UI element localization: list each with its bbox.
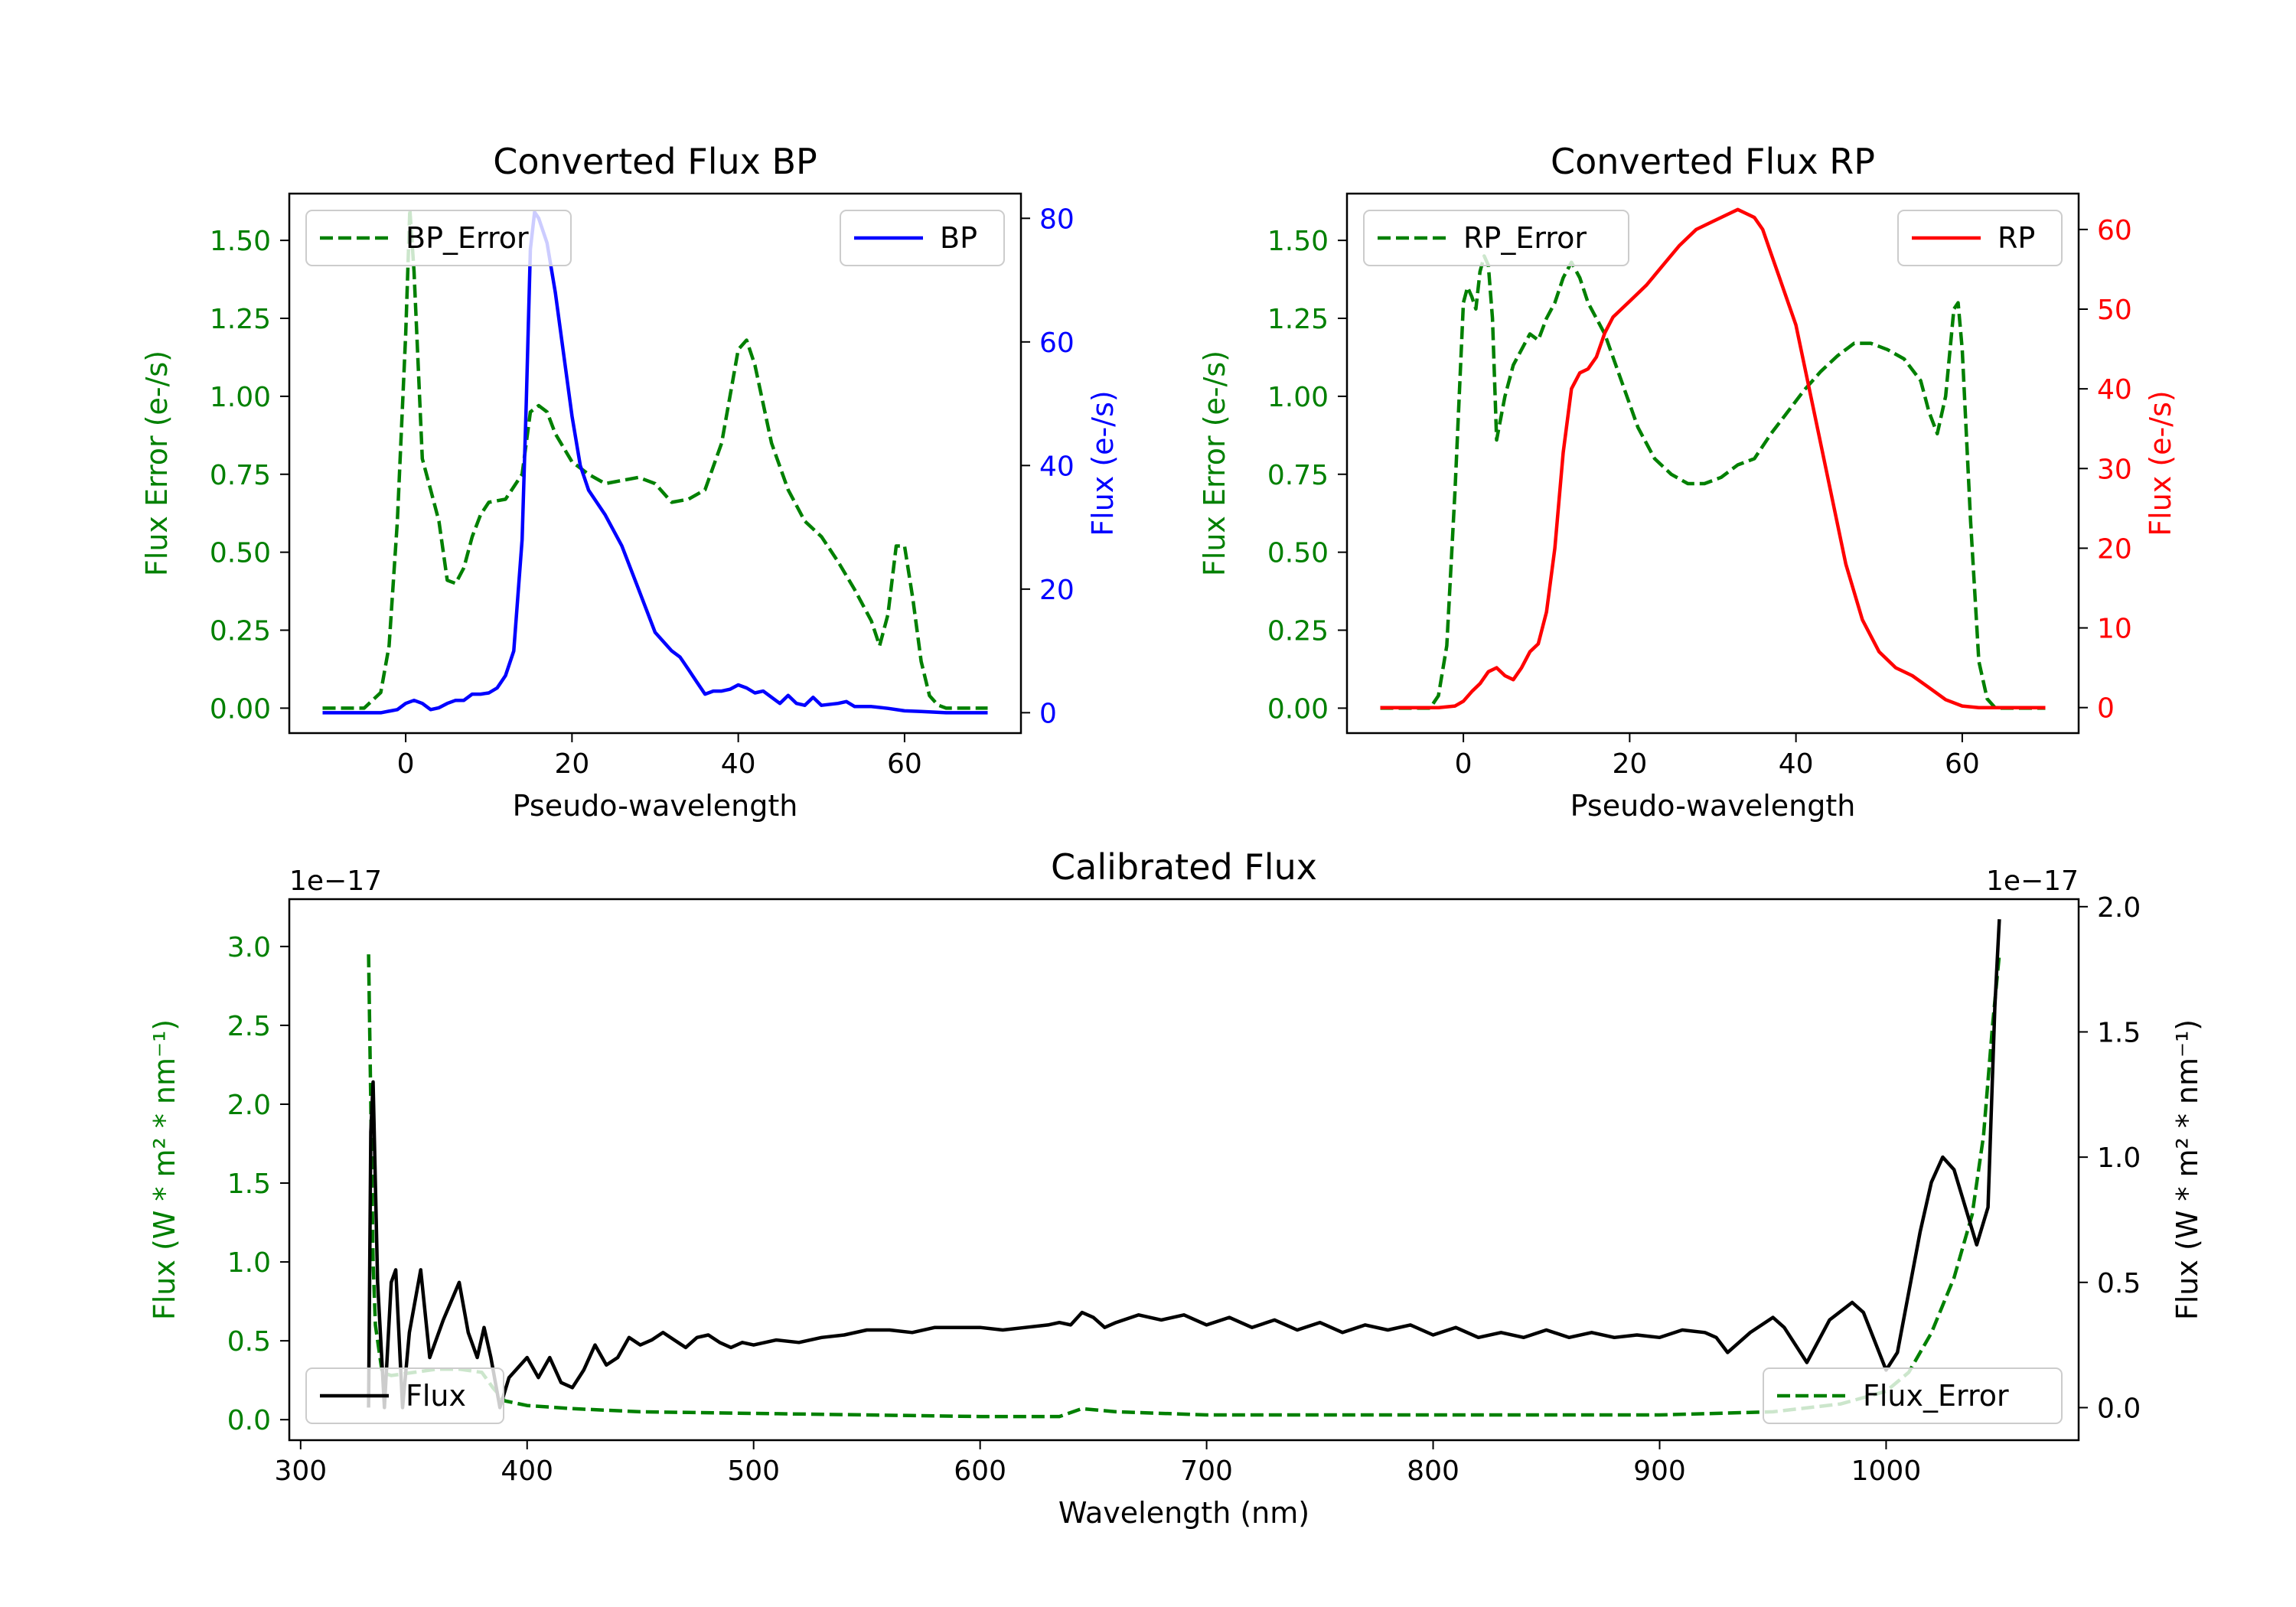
left-y-tick-label: 0.25 <box>1267 616 1329 647</box>
left-y-tick-label: 0.50 <box>1267 538 1329 569</box>
left-y-tick-label: 0.5 <box>227 1326 271 1358</box>
right-y-tick-label: 40 <box>1039 451 1075 482</box>
x-tick-label: 900 <box>1633 1455 1686 1487</box>
right-y-tick-label: 50 <box>2097 295 2132 326</box>
left-y-tick-label: 1.25 <box>210 304 271 335</box>
axes-frame <box>288 192 1022 735</box>
right-y-tick-label: 20 <box>1039 575 1075 606</box>
legend: RP <box>1897 210 2063 266</box>
left-y-tick-label: 1.00 <box>210 382 271 413</box>
right-y-tick-label: 30 <box>2097 454 2132 485</box>
left-y-tick-label: 1.50 <box>1267 226 1329 257</box>
right-y-tick-label: 60 <box>1039 328 1075 359</box>
series-line-rp <box>1380 207 2046 709</box>
right-y-tick-label: 1.5 <box>2097 1017 2141 1048</box>
axes-frame <box>1345 192 2080 735</box>
legend-box <box>305 210 572 266</box>
legend-label: Flux <box>406 1379 466 1413</box>
left-y-tick-label: 1.25 <box>1267 304 1329 335</box>
right-y-tick-label: 40 <box>2097 374 2132 406</box>
left-y-tick-label: 0.25 <box>210 616 271 647</box>
x-tick-label: 500 <box>727 1455 780 1487</box>
right-y-tick-label: 2.0 <box>2097 892 2141 924</box>
legend: RP_Error <box>1363 210 1629 266</box>
legend-box <box>305 1367 504 1424</box>
chart-title: Converted Flux RP <box>1551 141 1875 182</box>
x-axis-label: Pseudo-wavelength <box>1570 789 1856 823</box>
legend-label: BP <box>940 221 977 255</box>
series-line-flux-error <box>367 953 2001 1419</box>
x-tick-label: 40 <box>721 748 756 780</box>
series-line-bp-error <box>322 207 988 710</box>
left-y-tick-label: 0.75 <box>210 460 271 491</box>
x-tick-label: 400 <box>501 1455 553 1487</box>
legend-label: RP_Error <box>1463 221 1587 255</box>
x-tick-label: 1000 <box>1851 1455 1922 1487</box>
legend: BP_Error <box>305 210 572 266</box>
right-y-axis-label: Flux (e-/s) <box>1086 390 1120 536</box>
right-y-tick-label: 1.0 <box>2097 1143 2141 1174</box>
legend-label: BP_Error <box>406 221 529 255</box>
left-y-tick-label: 3.0 <box>227 932 271 963</box>
legend: BP <box>840 210 1005 266</box>
left-y-tick-label: 0.00 <box>1267 693 1329 725</box>
x-tick-label: 700 <box>1180 1455 1233 1487</box>
legend: Flux_Error <box>1763 1367 2063 1424</box>
left-y-tick-label: 0.75 <box>1267 460 1329 491</box>
x-tick-label: 20 <box>1612 748 1647 780</box>
series-line-rp-error <box>1380 254 2046 710</box>
x-tick-label: 60 <box>1945 748 1980 780</box>
axes-frame <box>288 898 2080 1442</box>
chart-cal: Calibrated Flux 300 400 500 600 700 800 900 1000… <box>148 846 2204 1530</box>
chart-rp: Converted Flux RP 0 20 40 60 Pseudo-wavelengt… <box>1198 141 2177 823</box>
legend-box <box>1363 210 1629 266</box>
x-tick-label: 20 <box>554 748 589 780</box>
right-y-tick-label: 0 <box>2097 693 2115 725</box>
left-y-tick-label: 0.00 <box>210 693 271 725</box>
x-axis-label: Pseudo-wavelength <box>513 789 798 823</box>
left-y-tick-label: 1.00 <box>1267 382 1329 413</box>
right-y-axis-label: Flux (e-/s) <box>2144 390 2177 536</box>
right-y-tick-label: 0 <box>1039 698 1057 729</box>
series-line-flux <box>367 919 2001 1410</box>
left-y-axis-label: Flux Error (e-/s) <box>140 350 174 576</box>
x-tick-label: 0 <box>397 748 415 780</box>
left-y-tick-label: 1.50 <box>210 226 271 257</box>
left-y-tick-label: 1.0 <box>227 1247 271 1279</box>
legend-label: RP <box>1998 221 2035 255</box>
x-tick-label: 40 <box>1779 748 1814 780</box>
left-offset-label: 1e−17 <box>289 865 382 897</box>
right-offset-label: 1e−17 <box>1986 865 2079 897</box>
x-axis-label: Wavelength (nm) <box>1058 1496 1309 1530</box>
left-y-tick-label: 0.50 <box>210 538 271 569</box>
series-line-bp <box>322 210 988 715</box>
x-tick-label: 0 <box>1455 748 1473 780</box>
left-y-tick-label: 2.0 <box>227 1090 271 1121</box>
legend-label: Flux_Error <box>1863 1379 2009 1413</box>
right-y-tick-label: 20 <box>2097 533 2132 565</box>
right-y-axis-label: Flux (W * m² * nm⁻¹) <box>2170 1019 2204 1320</box>
left-y-tick-label: 1.5 <box>227 1169 271 1200</box>
legend-box <box>1763 1367 2063 1424</box>
chart-title: Calibrated Flux <box>1051 846 1317 888</box>
left-y-axis-label: Flux (W * m² * nm⁻¹) <box>148 1019 181 1320</box>
x-tick-label: 300 <box>274 1455 327 1487</box>
x-tick-label: 60 <box>887 748 922 780</box>
x-tick-label: 800 <box>1407 1455 1459 1487</box>
left-y-tick-label: 0.0 <box>227 1405 271 1436</box>
right-y-tick-label: 60 <box>2097 215 2132 246</box>
right-y-tick-label: 0.0 <box>2097 1393 2141 1424</box>
left-y-axis-label: Flux Error (e-/s) <box>1198 350 1231 576</box>
left-y-tick-label: 2.5 <box>227 1011 271 1042</box>
chart-title: Converted Flux BP <box>493 141 817 182</box>
legend: Flux <box>305 1367 504 1424</box>
right-y-tick-label: 0.5 <box>2097 1268 2141 1299</box>
right-y-tick-label: 80 <box>1039 204 1075 235</box>
chart-bp: Converted Flux BP 0 20 40 60 Pseudo-wavelengt… <box>140 141 1120 823</box>
x-tick-label: 600 <box>954 1455 1006 1487</box>
right-y-tick-label: 10 <box>2097 614 2132 645</box>
